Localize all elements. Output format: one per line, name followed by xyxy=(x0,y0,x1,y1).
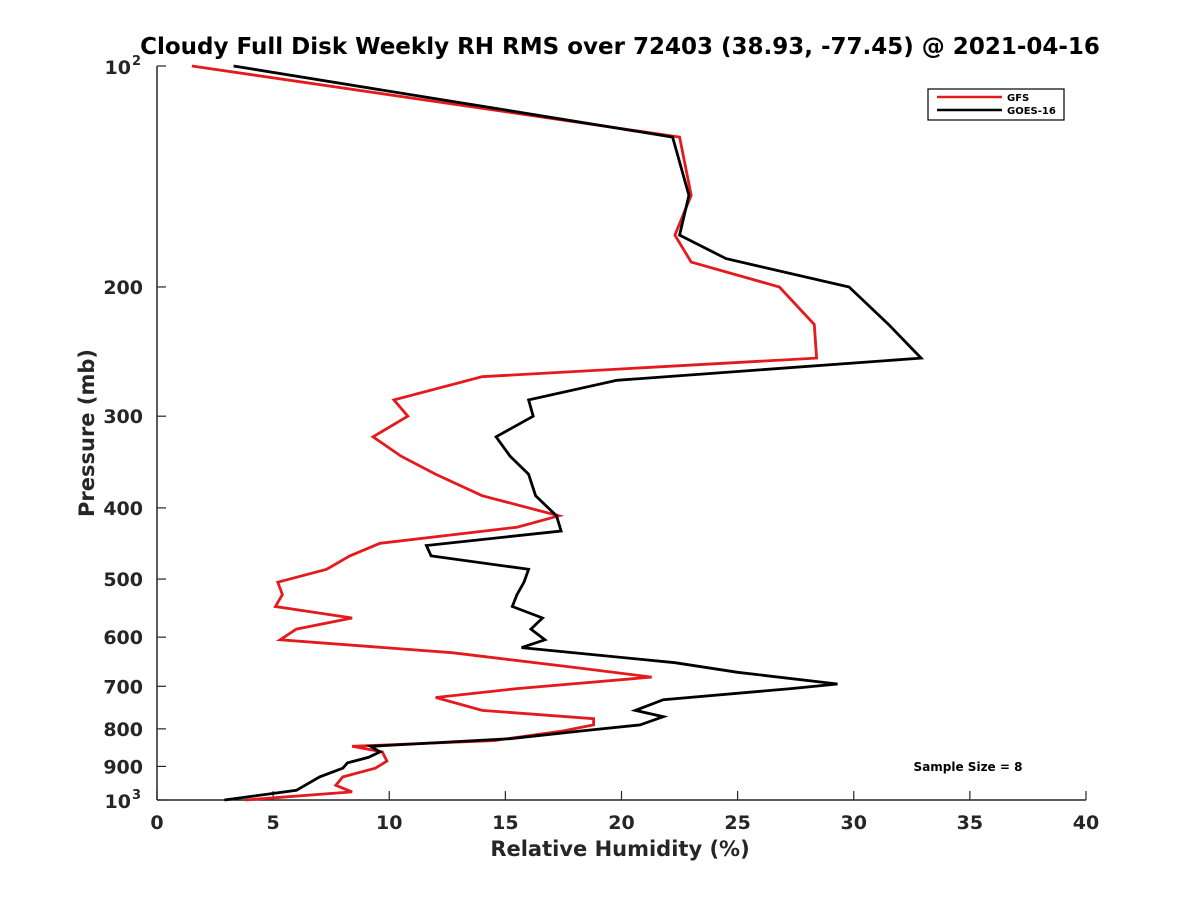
x-tick-label: 25 xyxy=(724,812,750,834)
y-tick-label: 700 xyxy=(103,676,143,698)
x-tick-label: 10 xyxy=(376,812,402,834)
chart-title: Cloudy Full Disk Weekly RH RMS over 7240… xyxy=(140,34,1100,60)
y-tick-label: 900 xyxy=(103,756,143,778)
x-tick-label: 40 xyxy=(1073,812,1099,834)
y-tick-label: 10 xyxy=(105,57,131,79)
y-tick-label: 400 xyxy=(103,498,143,520)
x-tick-label: 30 xyxy=(841,812,867,834)
y-tick-label: 500 xyxy=(103,569,143,591)
y-axis-label: Pressure (mb) xyxy=(75,349,99,517)
legend-label-gfs: GFS xyxy=(1007,93,1029,104)
x-tick-label: 20 xyxy=(608,812,634,834)
x-tick-label: 35 xyxy=(957,812,983,834)
x-tick-label: 15 xyxy=(492,812,518,834)
sample-size-annotation: Sample Size = 8 xyxy=(914,760,1023,774)
y-tick-exponent: 2 xyxy=(132,54,141,69)
y-tick-label: 200 xyxy=(103,277,143,299)
legend-label-goes16: GOES-16 xyxy=(1007,106,1056,117)
y-tick-label: 10 xyxy=(105,791,131,813)
series-layer xyxy=(191,64,925,802)
series-line-goes16 xyxy=(224,64,925,802)
y-tick-label: 600 xyxy=(103,627,143,649)
legend-box xyxy=(927,88,1065,121)
y-tick-label: 800 xyxy=(103,719,143,741)
x-tick-label: 5 xyxy=(267,812,280,834)
legend: GFS GOES-16 xyxy=(927,88,1065,121)
x-tick-label: 0 xyxy=(150,812,163,834)
y-tick-label: 300 xyxy=(103,406,143,428)
x-axis-label: Relative Humidity (%) xyxy=(490,837,749,861)
y-tick-exponent: 3 xyxy=(132,788,141,803)
